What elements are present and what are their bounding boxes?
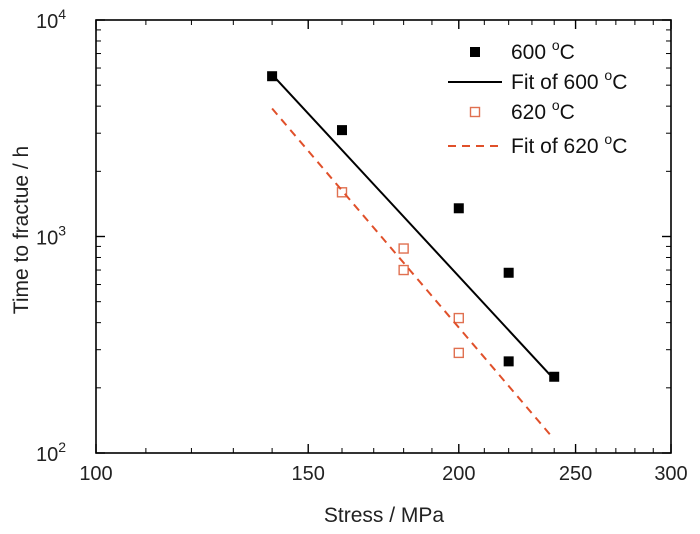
legend-marker-symbol	[470, 47, 480, 57]
fit-line-1	[271, 73, 551, 376]
data-point-2	[336, 187, 348, 198]
data-point-0	[267, 71, 278, 82]
legend: 600 oC Fit of 600 oC 620 oC Fit of 620 oC	[448, 37, 627, 158]
data-point-0	[549, 371, 560, 382]
y-axis-label: Time to fractue / h	[10, 146, 33, 314]
x-tick-label: 150	[292, 463, 325, 485]
data-point-0	[503, 356, 514, 367]
data-point-2	[453, 312, 464, 324]
plot-area	[267, 71, 560, 435]
data-point-0	[503, 267, 514, 278]
data-point-2	[453, 347, 464, 359]
legend-label: Fit of 600 oC	[511, 67, 627, 94]
legend-label: 620 oC	[511, 97, 575, 124]
data-point-2	[398, 264, 409, 276]
x-tick-label: 100	[79, 463, 112, 485]
x-tick-label: 200	[442, 463, 475, 485]
x-tick-label: 300	[654, 463, 687, 485]
data-point-2	[398, 243, 409, 254]
legend-label: Fit of 620 oC	[511, 131, 627, 158]
data-point-0	[336, 125, 347, 136]
fit-line-3	[271, 107, 551, 435]
y-tick-label: 104	[36, 6, 66, 33]
y-tick-label: 102	[36, 439, 66, 466]
data-point-0	[453, 203, 464, 214]
legend-label: 600 oC	[511, 37, 575, 64]
axes: 100 150 200 250 300 102 103 104	[36, 6, 688, 485]
x-tick-label: 250	[559, 463, 592, 485]
y-tick-label: 103	[36, 223, 66, 250]
x-axis-label: Stress / MPa	[324, 504, 445, 527]
legend-marker-symbol	[469, 106, 481, 118]
